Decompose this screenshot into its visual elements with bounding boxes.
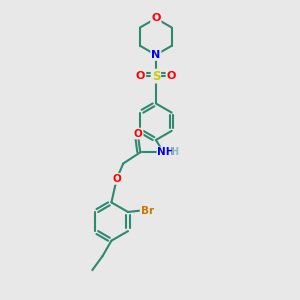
Text: O: O bbox=[136, 71, 145, 81]
Text: N: N bbox=[151, 50, 160, 60]
Text: O: O bbox=[112, 174, 121, 184]
Text: S: S bbox=[152, 70, 160, 83]
Text: O: O bbox=[134, 128, 142, 139]
Text: O: O bbox=[151, 14, 160, 23]
Text: O: O bbox=[167, 71, 176, 81]
Text: H: H bbox=[170, 147, 178, 158]
Text: Br: Br bbox=[141, 206, 154, 215]
Text: NH: NH bbox=[158, 147, 175, 158]
